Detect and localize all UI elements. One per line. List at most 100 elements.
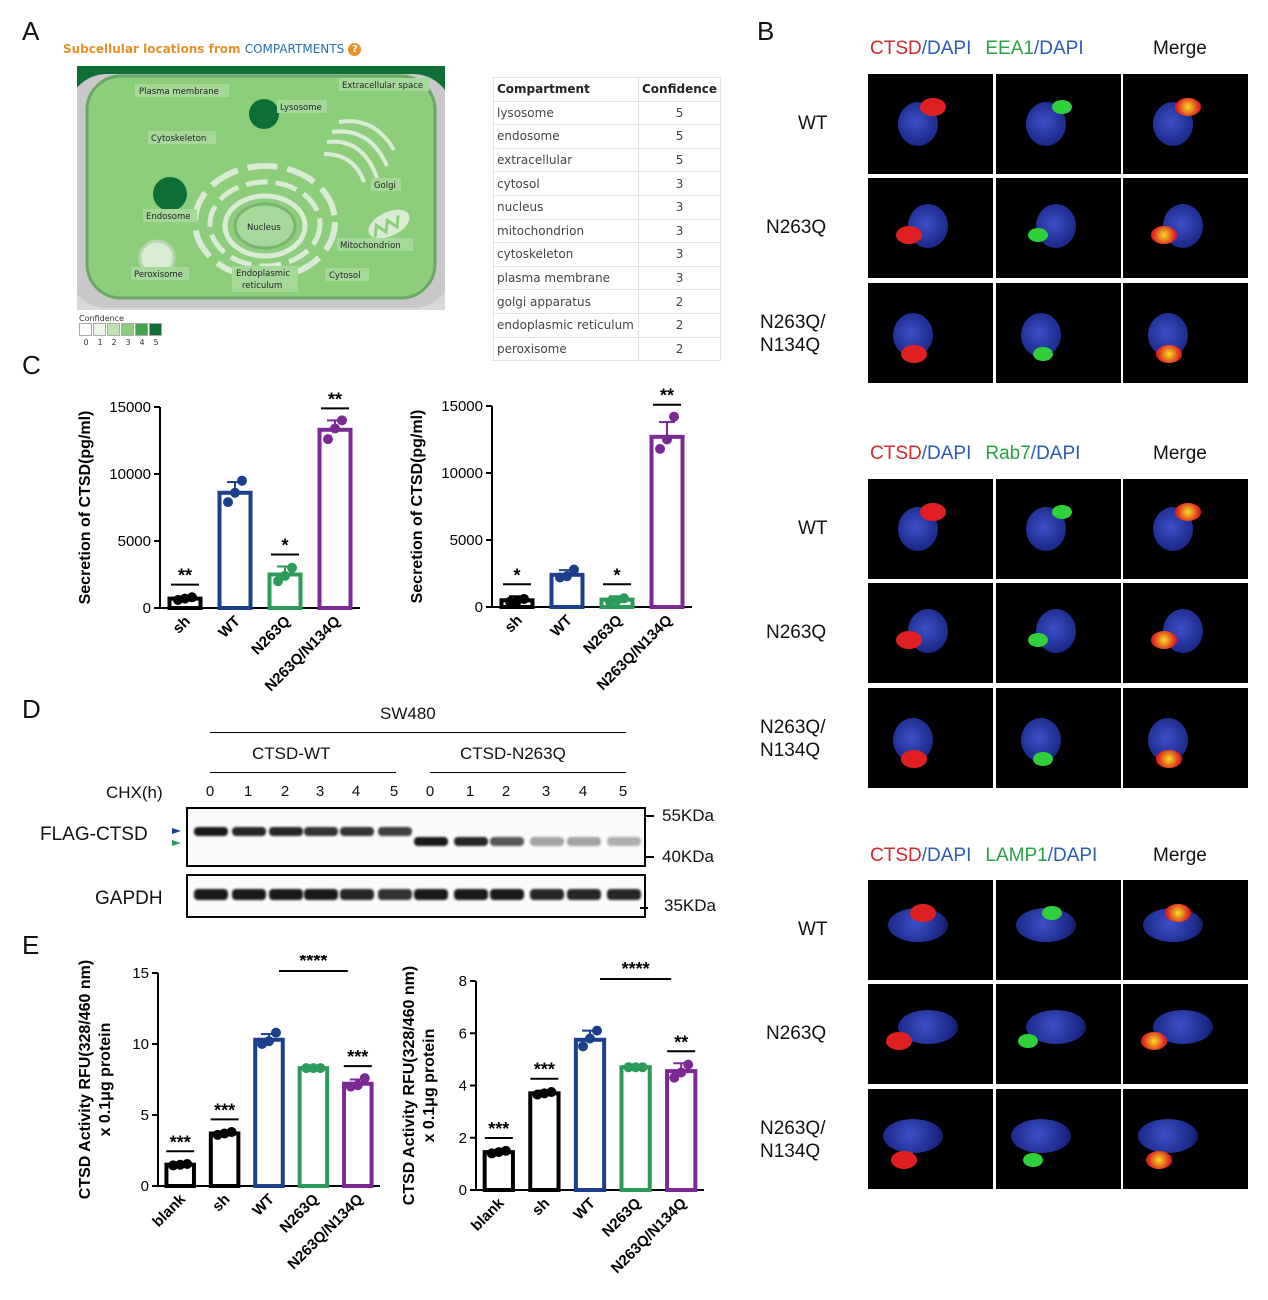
data-point — [273, 576, 283, 587]
data-point — [683, 1059, 694, 1070]
compartments-title: Subcellular locations from COMPARTMENTS … — [63, 42, 362, 56]
row-label: N263Q — [766, 622, 827, 643]
lane-label: 2 — [501, 783, 511, 800]
category-label: sh — [529, 1195, 553, 1219]
y-tick-label: 15000 — [441, 398, 483, 415]
significance-label: ** — [660, 386, 674, 406]
slash: / — [921, 845, 928, 866]
category-label: WT — [215, 613, 244, 642]
marker-signal — [1042, 906, 1062, 920]
band — [490, 889, 524, 900]
bar — [342, 1081, 374, 1188]
compartment-confidence: 5 — [637, 100, 722, 126]
marker-signal — [1028, 228, 1048, 242]
data-point — [662, 434, 672, 445]
marker-label: LAMP1 — [985, 845, 1048, 866]
data-point — [592, 1025, 602, 1036]
mw-tick — [646, 856, 654, 858]
cell-label: Cytosol — [329, 271, 361, 281]
y-axis-label: Secretion of CTSD(pg/ml) — [77, 411, 94, 605]
mw-label-40: 40KDa — [662, 847, 714, 866]
band — [194, 827, 228, 836]
legend-value: 4 — [139, 338, 145, 347]
lane-label: 1 — [243, 783, 253, 800]
y-tick-label: 0 — [141, 1178, 149, 1195]
table-row: golgi apparatus 2 — [493, 289, 722, 314]
micrograph — [996, 283, 1121, 383]
band — [567, 837, 601, 846]
ctsd-label: CTSD — [870, 38, 922, 59]
marker-label: EEA1 — [985, 38, 1034, 59]
band — [304, 827, 338, 836]
band-arrow-lower-icon — [172, 840, 181, 846]
micrograph — [996, 1089, 1121, 1189]
marker-signal — [1028, 633, 1048, 647]
micrograph — [1123, 688, 1248, 788]
band — [340, 889, 374, 900]
merge-header: Merge — [1153, 38, 1207, 59]
category-label: sh — [501, 612, 525, 636]
compartment-name: mitochondrion — [493, 218, 639, 244]
table-row: endosome 5 — [493, 124, 722, 149]
table-row: lysosome 5 — [493, 100, 722, 126]
merge-header: Merge — [1153, 845, 1207, 866]
micrograph — [1123, 880, 1248, 980]
y-axis-label: CTSD Activity RFU(328/460 nm) — [402, 966, 418, 1205]
blot-flag — [186, 807, 646, 867]
mw-tick — [646, 815, 654, 817]
category-label: sh — [209, 1191, 233, 1215]
band — [414, 837, 448, 846]
compartments-title-link[interactable]: COMPARTMENTS — [244, 42, 345, 56]
data-point — [359, 1073, 370, 1084]
flag-ctsd-label: FLAG-CTSD — [40, 824, 148, 845]
nucleus-blob — [1138, 1119, 1198, 1153]
micrograph — [1123, 984, 1248, 1084]
micrograph — [1123, 178, 1248, 278]
legend-value: 1 — [97, 338, 103, 347]
dapi-label: DAPI — [1052, 845, 1098, 866]
legend-swatch — [135, 323, 148, 336]
cell-line-label: SW480 — [380, 704, 436, 723]
data-point — [585, 1033, 595, 1044]
ctsd-signal — [1151, 226, 1177, 244]
significance-label: * — [513, 565, 520, 585]
group-line-mut — [430, 772, 626, 773]
chart-c-left: 0 5000 10000 15000 Secretion of CTSD(pg/ml) *… — [77, 389, 360, 695]
category-label: blank — [468, 1194, 508, 1234]
row-label: WT — [798, 518, 828, 539]
channel-header-1: CTSD/DAPI Rab7/DAPI — [870, 443, 1080, 465]
compartment-confidence: 2 — [637, 289, 722, 314]
data-point — [637, 1062, 648, 1073]
row-label: N263Q — [766, 217, 827, 238]
legend-value: 5 — [153, 338, 159, 347]
bar — [619, 1065, 652, 1192]
data-point — [337, 415, 347, 426]
data-point — [323, 434, 333, 445]
band — [607, 889, 641, 900]
compartment-name: endosome — [493, 124, 639, 149]
help-icon[interactable]: ? — [348, 43, 362, 56]
category-label: blank — [149, 1190, 189, 1230]
table-row: cytosol 3 — [493, 171, 722, 196]
lane-label: 5 — [389, 783, 399, 800]
band — [340, 827, 374, 836]
compartment-table: Compartment Confidence lysosome 5 endosome… — [493, 77, 722, 362]
ctsd-signal — [896, 631, 922, 649]
data-point — [237, 475, 247, 486]
y-tick-label: 6 — [459, 1025, 467, 1042]
cell-label: Nucleus — [247, 223, 281, 233]
compartments-title-prefix: Subcellular locations from — [63, 42, 245, 56]
band — [414, 889, 448, 900]
chx-label: CHX(h) — [106, 783, 163, 802]
data-point — [569, 564, 579, 575]
category-label: N263Q — [599, 1195, 645, 1241]
bar — [317, 427, 353, 610]
ctsd-signal — [1146, 1151, 1172, 1169]
mw-label-35: 35KDa — [664, 896, 716, 915]
ctsd-signal — [886, 1032, 912, 1050]
ctsd-signal — [910, 904, 936, 922]
table-row: endoplasmic reticulum 2 — [493, 312, 722, 338]
ctsd-signal — [920, 98, 946, 116]
